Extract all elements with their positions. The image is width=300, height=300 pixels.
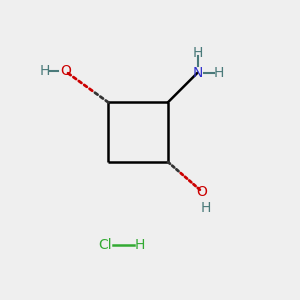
Text: H: H — [134, 238, 145, 252]
Text: H: H — [213, 66, 224, 80]
Text: O: O — [60, 64, 71, 78]
Text: Cl: Cl — [99, 238, 112, 252]
Text: H: H — [192, 46, 203, 59]
Text: O: O — [196, 184, 208, 199]
Text: H: H — [39, 64, 50, 78]
Text: H: H — [200, 201, 211, 215]
Text: N: N — [192, 66, 203, 80]
